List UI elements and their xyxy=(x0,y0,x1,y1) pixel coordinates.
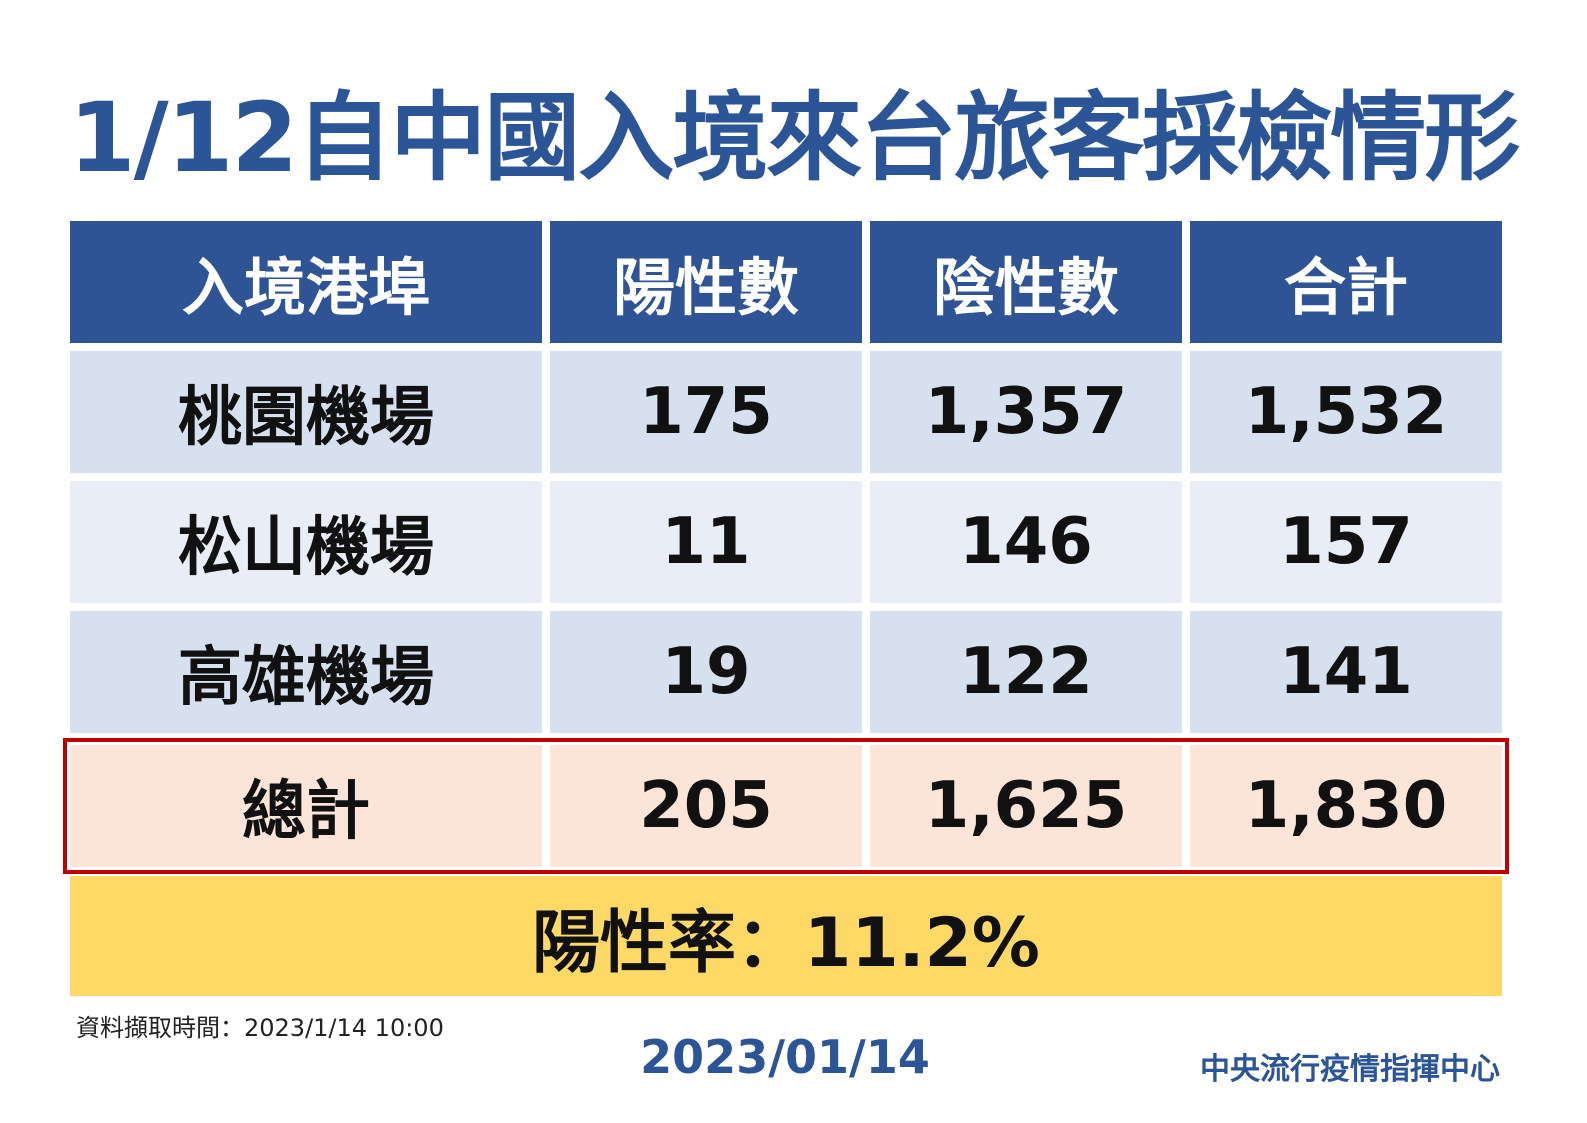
column-header-negative: 陰性數 xyxy=(870,221,1182,343)
total-sum-count: 1,830 xyxy=(1190,745,1502,867)
results-table: 入境港埠 陽性數 陰性數 合計 桃園機場 175 1,357 1,532 松山機… xyxy=(70,221,1502,733)
total-positive-count: 205 xyxy=(550,745,862,867)
data-capture-time: 資料擷取時間：2023/1/14 10:00 xyxy=(76,1014,444,1042)
row-positive-count: 11 xyxy=(550,481,862,603)
row-port-name: 高雄機場 xyxy=(70,611,542,733)
row-negative-count: 146 xyxy=(870,481,1182,603)
row-total-count: 157 xyxy=(1190,481,1502,603)
total-label: 總計 xyxy=(70,745,542,867)
row-total-count: 141 xyxy=(1190,611,1502,733)
column-header-positive: 陽性數 xyxy=(550,221,862,343)
row-port-name: 桃園機場 xyxy=(70,351,542,473)
page-title: 1/12自中國入境來台旅客採檢情形 xyxy=(68,82,1520,194)
row-negative-count: 122 xyxy=(870,611,1182,733)
row-port-name: 松山機場 xyxy=(70,481,542,603)
row-negative-count: 1,357 xyxy=(870,351,1182,473)
publish-date: 2023/01/14 xyxy=(640,1030,930,1084)
organization-name: 中央流行疫情指揮中心 xyxy=(1200,1052,1500,1087)
total-negative-count: 1,625 xyxy=(870,745,1182,867)
column-header-port: 入境港埠 xyxy=(70,221,542,343)
positive-rate-banner: 陽性率：11.2% xyxy=(70,876,1502,996)
column-header-total: 合計 xyxy=(1190,221,1502,343)
row-positive-count: 19 xyxy=(550,611,862,733)
row-total-count: 1,532 xyxy=(1190,351,1502,473)
total-row: 總計 205 1,625 1,830 xyxy=(70,745,1502,867)
row-positive-count: 175 xyxy=(550,351,862,473)
